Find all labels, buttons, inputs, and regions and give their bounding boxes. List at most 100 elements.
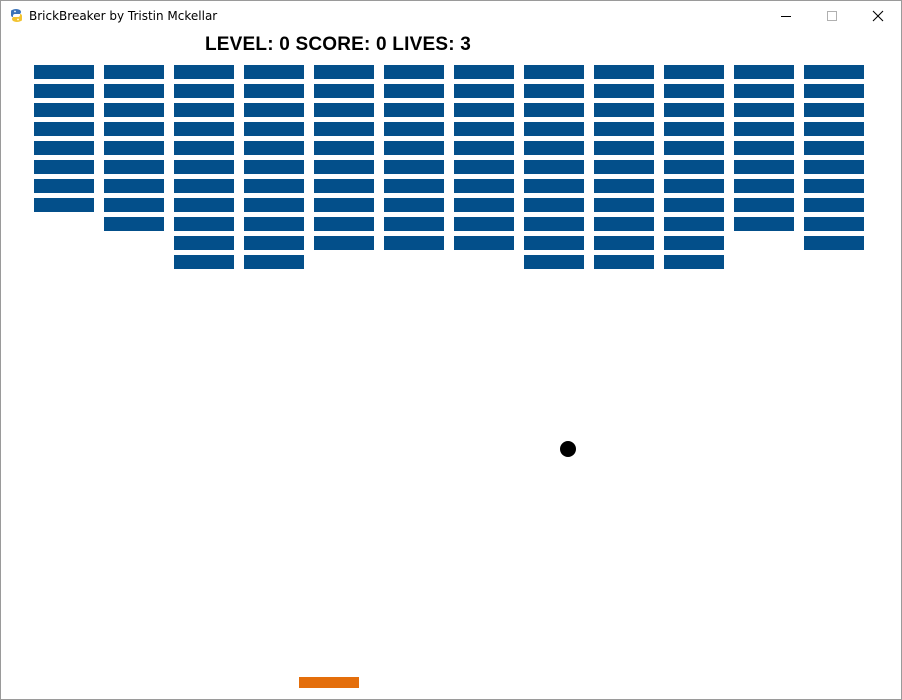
- brick: [174, 103, 234, 117]
- brick: [734, 84, 794, 98]
- minimize-button[interactable]: [763, 1, 809, 31]
- brick: [734, 122, 794, 136]
- brick: [244, 255, 304, 269]
- brick: [804, 141, 864, 155]
- hud-status-text: LEVEL: 0 SCORE: 0 LIVES: 3: [205, 34, 471, 55]
- brick: [804, 122, 864, 136]
- brick: [244, 122, 304, 136]
- brick: [314, 122, 374, 136]
- brick: [524, 198, 584, 212]
- brick: [244, 160, 304, 174]
- brick: [734, 160, 794, 174]
- brick: [244, 217, 304, 231]
- brick: [384, 198, 444, 212]
- maximize-icon: [826, 10, 838, 22]
- brick: [104, 179, 164, 193]
- brick: [244, 84, 304, 98]
- brick: [244, 179, 304, 193]
- brick: [804, 160, 864, 174]
- brick: [454, 236, 514, 250]
- brick: [104, 103, 164, 117]
- brick: [314, 141, 374, 155]
- brick: [594, 217, 654, 231]
- brick: [454, 179, 514, 193]
- brick: [524, 103, 584, 117]
- brick: [454, 141, 514, 155]
- brick: [174, 141, 234, 155]
- brick: [174, 84, 234, 98]
- brick: [454, 160, 514, 174]
- brick: [454, 103, 514, 117]
- pygame-snake-icon: [9, 8, 24, 23]
- brick: [244, 198, 304, 212]
- brick: [454, 198, 514, 212]
- brick: [384, 103, 444, 117]
- brick: [174, 217, 234, 231]
- brick: [594, 236, 654, 250]
- brick: [174, 179, 234, 193]
- brick: [104, 141, 164, 155]
- brick: [524, 217, 584, 231]
- brick: [804, 179, 864, 193]
- brick: [454, 84, 514, 98]
- brick: [34, 160, 94, 174]
- brick: [244, 141, 304, 155]
- brick: [34, 141, 94, 155]
- brick: [244, 236, 304, 250]
- brick: [734, 198, 794, 212]
- brick: [804, 84, 864, 98]
- brick: [174, 65, 234, 79]
- brick: [664, 141, 724, 155]
- brick: [664, 103, 724, 117]
- brick: [244, 103, 304, 117]
- brick: [664, 236, 724, 250]
- brick: [524, 179, 584, 193]
- ball: [560, 441, 576, 457]
- brick: [734, 65, 794, 79]
- brick: [664, 122, 724, 136]
- brick: [314, 198, 374, 212]
- brick: [104, 217, 164, 231]
- brick: [34, 103, 94, 117]
- brick: [524, 141, 584, 155]
- game-canvas[interactable]: LEVEL: 0 SCORE: 0 LIVES: 3: [1, 31, 901, 699]
- brick: [104, 160, 164, 174]
- brick: [664, 84, 724, 98]
- brick: [664, 255, 724, 269]
- brick: [314, 179, 374, 193]
- brick: [314, 160, 374, 174]
- paddle[interactable]: [299, 677, 359, 688]
- brick: [34, 179, 94, 193]
- brick: [594, 141, 654, 155]
- maximize-button[interactable]: [809, 1, 855, 31]
- close-button[interactable]: [855, 1, 901, 31]
- brick: [314, 65, 374, 79]
- title-bar[interactable]: BrickBreaker by Tristin Mckellar: [1, 1, 901, 31]
- brick: [594, 160, 654, 174]
- brick: [664, 65, 724, 79]
- brick: [34, 198, 94, 212]
- brick: [314, 103, 374, 117]
- brick: [174, 198, 234, 212]
- brick: [384, 217, 444, 231]
- brick: [244, 65, 304, 79]
- brick: [594, 255, 654, 269]
- window-title: BrickBreaker by Tristin Mckellar: [29, 9, 218, 23]
- brick: [314, 84, 374, 98]
- brick: [734, 217, 794, 231]
- brick: [454, 122, 514, 136]
- brick: [104, 84, 164, 98]
- brick: [384, 160, 444, 174]
- brick: [174, 236, 234, 250]
- minimize-icon: [780, 10, 792, 22]
- brick: [34, 84, 94, 98]
- brick: [734, 103, 794, 117]
- brick: [734, 141, 794, 155]
- brick: [734, 179, 794, 193]
- brick: [314, 217, 374, 231]
- brick: [104, 198, 164, 212]
- brick: [524, 65, 584, 79]
- brick: [454, 65, 514, 79]
- brick: [594, 103, 654, 117]
